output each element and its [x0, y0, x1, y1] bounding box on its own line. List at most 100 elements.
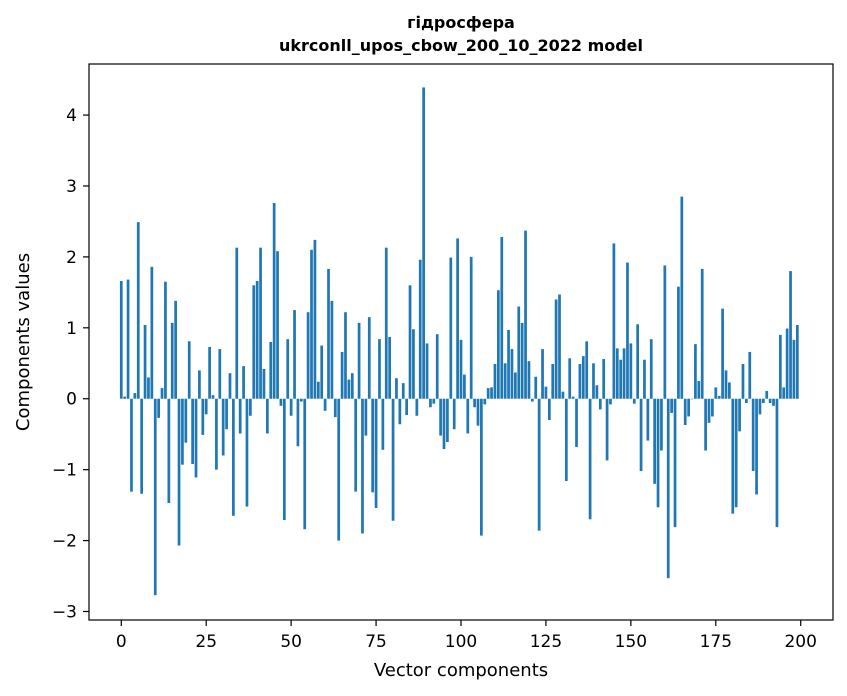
bar [768, 398, 772, 403]
bar [469, 256, 473, 399]
bar [673, 398, 677, 528]
bar [629, 343, 633, 399]
bar [694, 344, 697, 399]
bar [439, 398, 442, 436]
bar [524, 230, 527, 399]
bar [592, 363, 595, 399]
y-axis-label: Components values [13, 253, 34, 431]
bar [490, 387, 493, 399]
bar [480, 398, 483, 536]
bar [398, 398, 402, 425]
bar [795, 324, 799, 399]
bar [262, 368, 266, 399]
bar [204, 398, 208, 415]
bar [157, 398, 160, 418]
bar [425, 343, 429, 399]
bar [561, 391, 565, 399]
bar [782, 387, 786, 399]
bar [564, 398, 568, 481]
bar [232, 398, 235, 516]
bar [510, 349, 514, 399]
bar [680, 196, 684, 399]
bar [517, 306, 521, 399]
bar [772, 398, 775, 406]
bar [286, 339, 290, 399]
bar [429, 398, 432, 408]
x-tick-label: 150 [615, 632, 647, 652]
bar [221, 398, 225, 456]
bar [130, 398, 133, 492]
bar [282, 398, 286, 520]
bar [235, 247, 239, 399]
bar [544, 386, 548, 399]
bar [575, 398, 578, 447]
bar [520, 322, 524, 399]
bar [432, 398, 436, 404]
bar [595, 385, 599, 399]
bar [456, 238, 459, 399]
bar [153, 398, 157, 596]
bar [255, 281, 259, 399]
bar [649, 339, 653, 399]
bar [208, 346, 211, 399]
bar [755, 398, 758, 495]
bar [242, 366, 245, 399]
bar [337, 398, 341, 541]
bar [327, 268, 330, 399]
bar [395, 378, 398, 399]
bar [466, 398, 470, 434]
bar [785, 328, 789, 399]
bar [789, 271, 792, 399]
bar [609, 398, 612, 405]
y-axis-ticks: −3 −2 −1 0 1 2 3 4 [52, 106, 89, 622]
bar [459, 339, 463, 399]
bar [408, 285, 412, 399]
bar [547, 398, 551, 421]
bar [123, 396, 127, 399]
bar [201, 398, 205, 435]
bar [636, 324, 640, 399]
bar [707, 398, 711, 423]
bar [350, 373, 354, 399]
bar [711, 398, 714, 417]
bar [632, 398, 636, 404]
bar [269, 342, 273, 399]
bar [218, 349, 222, 399]
bar [486, 388, 490, 399]
bar [615, 348, 619, 399]
bar [354, 398, 358, 492]
bar [704, 398, 707, 451]
bar [357, 322, 361, 399]
bar [228, 373, 232, 399]
bar [775, 398, 779, 528]
bar [361, 398, 364, 534]
bar [721, 308, 724, 399]
bar [306, 312, 310, 399]
y-tick-label: −1 [52, 461, 77, 481]
bar [663, 265, 667, 399]
bar [303, 398, 307, 530]
bar [150, 266, 154, 399]
bar [126, 279, 130, 399]
bar [571, 396, 575, 399]
bar [378, 339, 381, 399]
bar [497, 290, 500, 399]
bar [340, 351, 344, 399]
bar [639, 398, 643, 472]
bar [181, 398, 184, 465]
bar [585, 341, 589, 399]
bar [534, 376, 538, 399]
bar [442, 398, 446, 450]
bar [293, 310, 296, 399]
bar [225, 398, 228, 430]
bar [568, 358, 572, 399]
bar [724, 370, 728, 399]
bar [313, 239, 317, 399]
x-tick-label: 50 [280, 632, 302, 652]
y-tick-label: −2 [52, 532, 77, 552]
y-tick-label: 4 [66, 106, 77, 126]
bar [405, 398, 408, 416]
bar [449, 257, 453, 399]
chart-subtitle: ukrconll_upos_cbow_200_10_2022 model [279, 36, 643, 55]
bar [412, 329, 415, 399]
